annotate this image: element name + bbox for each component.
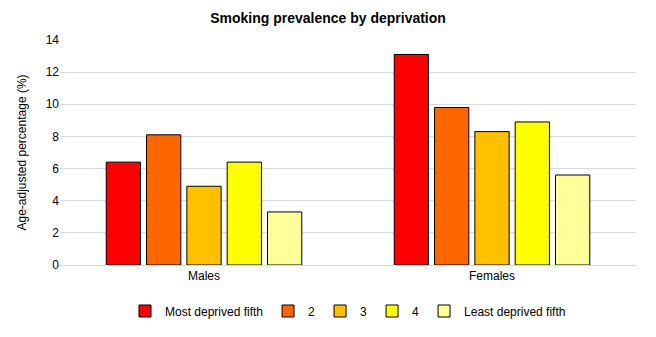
svg-text:8: 8 <box>52 130 59 144</box>
svg-text:Most deprived fifth: Most deprived fifth <box>165 305 263 319</box>
svg-text:2: 2 <box>52 226 59 240</box>
svg-text:Females: Females <box>469 269 515 283</box>
svg-text:6: 6 <box>52 162 59 176</box>
svg-text:14: 14 <box>46 33 60 47</box>
svg-text:0: 0 <box>52 258 59 272</box>
svg-text:Least deprived fifth: Least deprived fifth <box>464 305 565 319</box>
svg-text:4: 4 <box>52 194 59 208</box>
svg-text:Smoking prevalence by deprivat: Smoking prevalence by deprivation <box>210 10 446 26</box>
svg-text:2: 2 <box>308 305 315 319</box>
svg-text:Males: Males <box>188 269 220 283</box>
svg-text:12: 12 <box>46 65 60 79</box>
svg-text:4: 4 <box>412 305 419 319</box>
svg-text:Age-adjusted percentage (%): Age-adjusted percentage (%) <box>15 74 29 230</box>
svg-text:3: 3 <box>360 305 367 319</box>
svg-text:10: 10 <box>46 97 60 111</box>
